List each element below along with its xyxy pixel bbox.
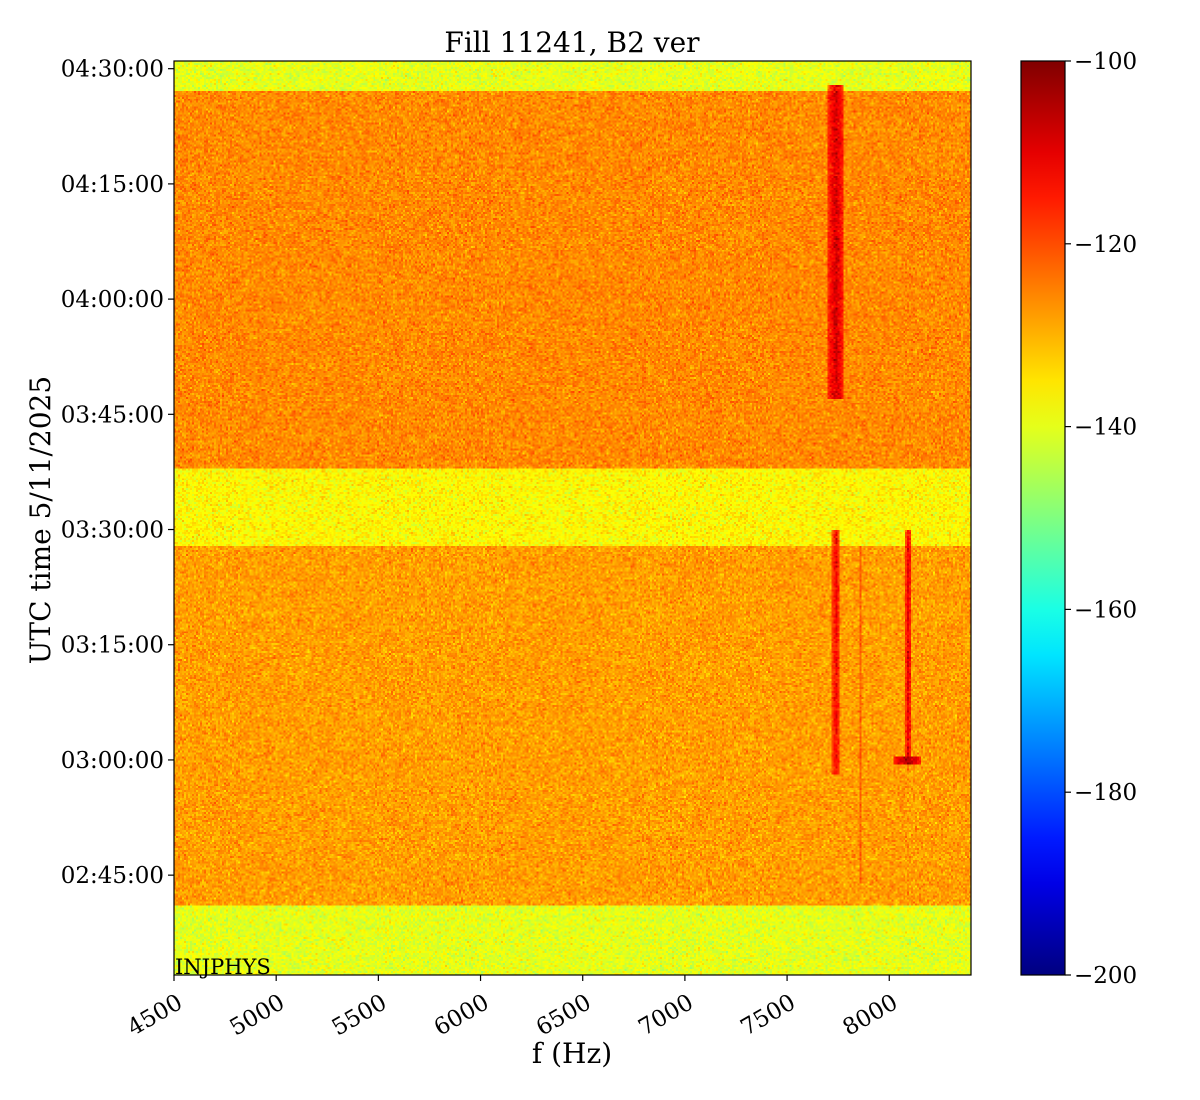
y-tick-label: 04:00:00 xyxy=(61,287,164,313)
y-tick-label: 03:45:00 xyxy=(61,402,164,428)
x-tick-label: 6500 xyxy=(532,990,596,1042)
chart-title: Fill 11241, B2 ver xyxy=(444,26,700,59)
x-tick-label: 8000 xyxy=(839,990,903,1042)
injphys-annotation: INJPHYS xyxy=(175,955,271,979)
x-tick-label: 5000 xyxy=(225,990,289,1042)
y-tick-label: 04:15:00 xyxy=(61,172,164,198)
x-tick-label: 4500 xyxy=(123,990,187,1042)
y-tick-label: 03:30:00 xyxy=(61,518,164,544)
colorbar-tick-label: −160 xyxy=(1074,597,1137,623)
colorbar-ticks: −100 −120 −140 −160 −180 −200 xyxy=(1065,49,1137,989)
y-axis-label: UTC time 5/11/2025 xyxy=(24,376,57,664)
colorbar-frame xyxy=(1020,60,1066,976)
plot-area xyxy=(173,60,972,976)
colorbar-tick-label: −140 xyxy=(1074,415,1137,441)
x-tick-label: 6000 xyxy=(430,990,494,1042)
x-tick-label: 5500 xyxy=(328,990,392,1042)
colorbar: −100 −120 −140 −160 −180 −200 xyxy=(1020,49,1137,989)
colorbar-gradient xyxy=(1021,61,1065,975)
colorbar-tick-label: −100 xyxy=(1074,49,1137,75)
x-tick-label: 7500 xyxy=(736,990,800,1042)
x-axis-ticks: 4500 5000 5500 6000 6500 7000 7500 8000 xyxy=(123,975,902,1041)
colorbar-tick-label: −120 xyxy=(1074,232,1137,258)
spectrogram-heatmap xyxy=(174,61,971,975)
y-axis-ticks: 02:45:00 03:00:00 03:15:00 03:30:00 03:45:00… xyxy=(61,57,174,889)
y-tick-label: 03:00:00 xyxy=(61,748,164,774)
x-tick-label: 7000 xyxy=(634,990,698,1042)
plot-frame xyxy=(173,60,972,976)
x-axis-label: f (Hz) xyxy=(532,1037,612,1070)
colorbar-tick-label: −200 xyxy=(1074,963,1137,989)
y-tick-label: 02:45:00 xyxy=(61,863,164,889)
y-tick-label: 03:15:00 xyxy=(61,633,164,659)
colorbar-tick-label: −180 xyxy=(1074,780,1137,806)
y-tick-label: 04:30:00 xyxy=(61,57,164,83)
